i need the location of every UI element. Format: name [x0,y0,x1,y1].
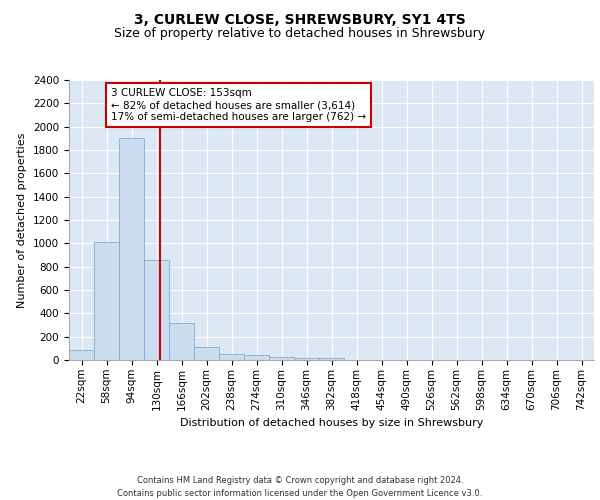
Bar [319,358,344,360]
Y-axis label: Number of detached properties: Number of detached properties [17,132,28,308]
Bar [144,260,169,360]
Bar [294,358,319,360]
Bar [194,346,219,360]
Bar [219,354,244,360]
Text: Contains HM Land Registry data © Crown copyright and database right 2024.
Contai: Contains HM Land Registry data © Crown c… [118,476,482,498]
Bar [119,138,144,360]
Bar [269,356,294,360]
Bar [169,324,194,360]
Text: Size of property relative to detached houses in Shrewsbury: Size of property relative to detached ho… [115,28,485,40]
Bar [69,350,94,360]
X-axis label: Distribution of detached houses by size in Shrewsbury: Distribution of detached houses by size … [180,418,483,428]
Bar [244,355,269,360]
Bar [94,242,119,360]
Text: 3, CURLEW CLOSE, SHREWSBURY, SY1 4TS: 3, CURLEW CLOSE, SHREWSBURY, SY1 4TS [134,12,466,26]
Text: 3 CURLEW CLOSE: 153sqm
← 82% of detached houses are smaller (3,614)
17% of semi-: 3 CURLEW CLOSE: 153sqm ← 82% of detached… [111,88,366,122]
